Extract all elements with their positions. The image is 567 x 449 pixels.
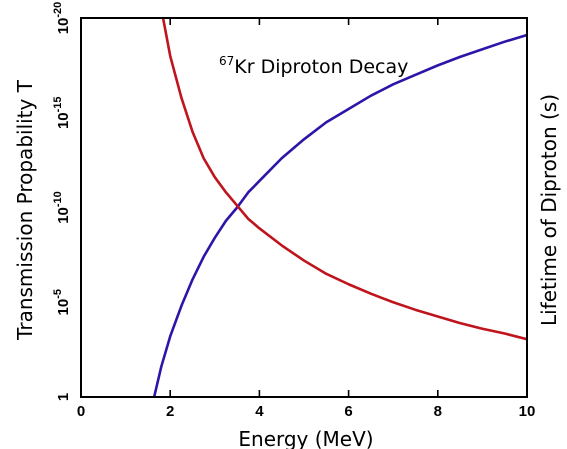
svg-text:10-20: 10-20 [52,2,72,35]
y-axis-title: Transmission Propability T [13,79,37,341]
ticks [80,18,528,397]
tick-labels: 0 2 4 6 8 10 1 10-5 10-10 10-15 10-20 [52,2,535,420]
chart-title: 67Kr Diproton Decay [219,54,408,78]
svg-text:1: 1 [55,393,72,401]
svg-text:10-15: 10-15 [52,96,72,129]
y-tick-label: 10-5 [52,289,72,315]
svg-text:10-5: 10-5 [52,289,72,315]
y-tick-label: 1 [55,393,72,401]
x-tick-label: 0 [77,403,85,420]
x-tick-label: 10 [519,403,536,420]
x-tick-label: 4 [255,403,264,420]
title-main: Kr Diproton Decay [234,56,408,78]
x-axis-title: Energy (MeV) [238,427,373,449]
plot-frame [80,17,528,398]
svg-text:10-10: 10-10 [52,191,72,224]
plot-lines [152,18,527,397]
y-axis-title-right: Lifetime of Diproton (s) [537,94,561,326]
x-tick-label: 6 [344,403,352,420]
series-line-2 [161,18,527,341]
title-superscript: 67 [219,54,234,68]
y-tick-label: 10-10 [52,191,72,224]
y-tick-label: 10-20 [52,2,72,35]
y-tick-label: 10-15 [52,96,72,129]
x-tick-label: 2 [166,403,174,420]
series-line-1 [152,33,527,397]
x-tick-label: 8 [434,403,442,420]
